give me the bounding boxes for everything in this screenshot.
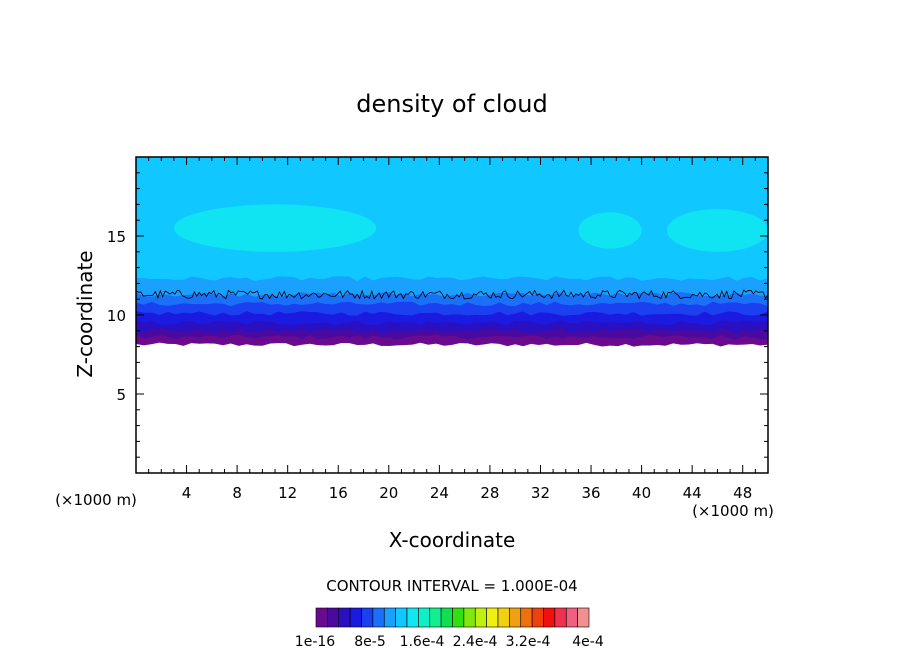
x-tick-label: 8 (232, 484, 242, 502)
colorbar-swatch (531, 607, 544, 628)
x-axis-label: X-coordinate (389, 528, 516, 552)
x-tick-label: 16 (329, 484, 348, 502)
colorbar-swatch (440, 607, 453, 628)
colorbar-label: 3.2e-4 (506, 634, 551, 650)
colorbar-swatch (577, 607, 590, 628)
x-tick-label: 44 (683, 484, 702, 502)
x-tick-label: 36 (581, 484, 600, 502)
colorbar-swatch (315, 607, 328, 628)
x-unit-label: (×1000 m) (692, 502, 774, 520)
colorbar: 1e-16 8e-5 1.6e-4 2.4e-4 3.2e-4 4e-4 (295, 607, 604, 650)
colorbar-label: 8e-5 (354, 634, 385, 650)
colorbar-swatch (554, 607, 567, 628)
colorbar-label: 2.4e-4 (453, 634, 498, 650)
colorbar-swatch (406, 607, 419, 628)
colorbar-swatch (509, 607, 522, 628)
y-tick-label: 5 (116, 386, 126, 404)
colorbar-label: 1e-16 (295, 634, 335, 650)
x-tick-label: 32 (531, 484, 550, 502)
x-tick-label: 24 (430, 484, 449, 502)
y-tick-label: 15 (107, 228, 126, 246)
x-tick-label: 40 (632, 484, 651, 502)
colorbar-swatch (372, 607, 385, 628)
contour-line (136, 289, 768, 300)
cloud-patch-2 (666, 209, 768, 252)
colorbar-swatch (452, 607, 465, 628)
y-tick-label: 10 (107, 307, 126, 325)
colorbar-swatch (418, 607, 431, 628)
colorbar-swatch (395, 607, 408, 628)
x-tick-label: 20 (379, 484, 398, 502)
colorbar-label: 4e-4 (572, 634, 604, 650)
x-tick-label: 4 (182, 484, 192, 502)
z-unit-label: (×1000 m) (55, 491, 137, 509)
colorbar-swatch (497, 607, 510, 628)
x-tick-label: 12 (278, 484, 297, 502)
contour-interval-label: CONTOUR INTERVAL = 1.000E-04 (326, 577, 577, 595)
colorbar-swatch (463, 607, 476, 628)
colorbar-swatch (361, 607, 374, 628)
colorbar-swatch (474, 607, 487, 628)
colorbar-swatch (327, 607, 340, 628)
colorbar-swatch (429, 607, 442, 628)
x-tick-label: 28 (480, 484, 499, 502)
plot-area (136, 157, 768, 347)
colorbar-swatch (520, 607, 533, 628)
colorbar-swatch (338, 607, 351, 628)
x-tick-label: 48 (733, 484, 752, 502)
cloud-patch-1 (578, 212, 642, 249)
colorbar-swatch (383, 607, 396, 628)
cloud-patch-0 (173, 204, 377, 252)
y-axis-label: Z-coordinate (73, 250, 97, 377)
colorbar-label: 1.6e-4 (400, 634, 445, 650)
colorbar-swatch (565, 607, 578, 628)
chart-title: density of cloud (356, 90, 547, 118)
colorbar-swatch (486, 607, 499, 628)
colorbar-swatch (543, 607, 556, 628)
colorbar-swatch (349, 607, 362, 628)
